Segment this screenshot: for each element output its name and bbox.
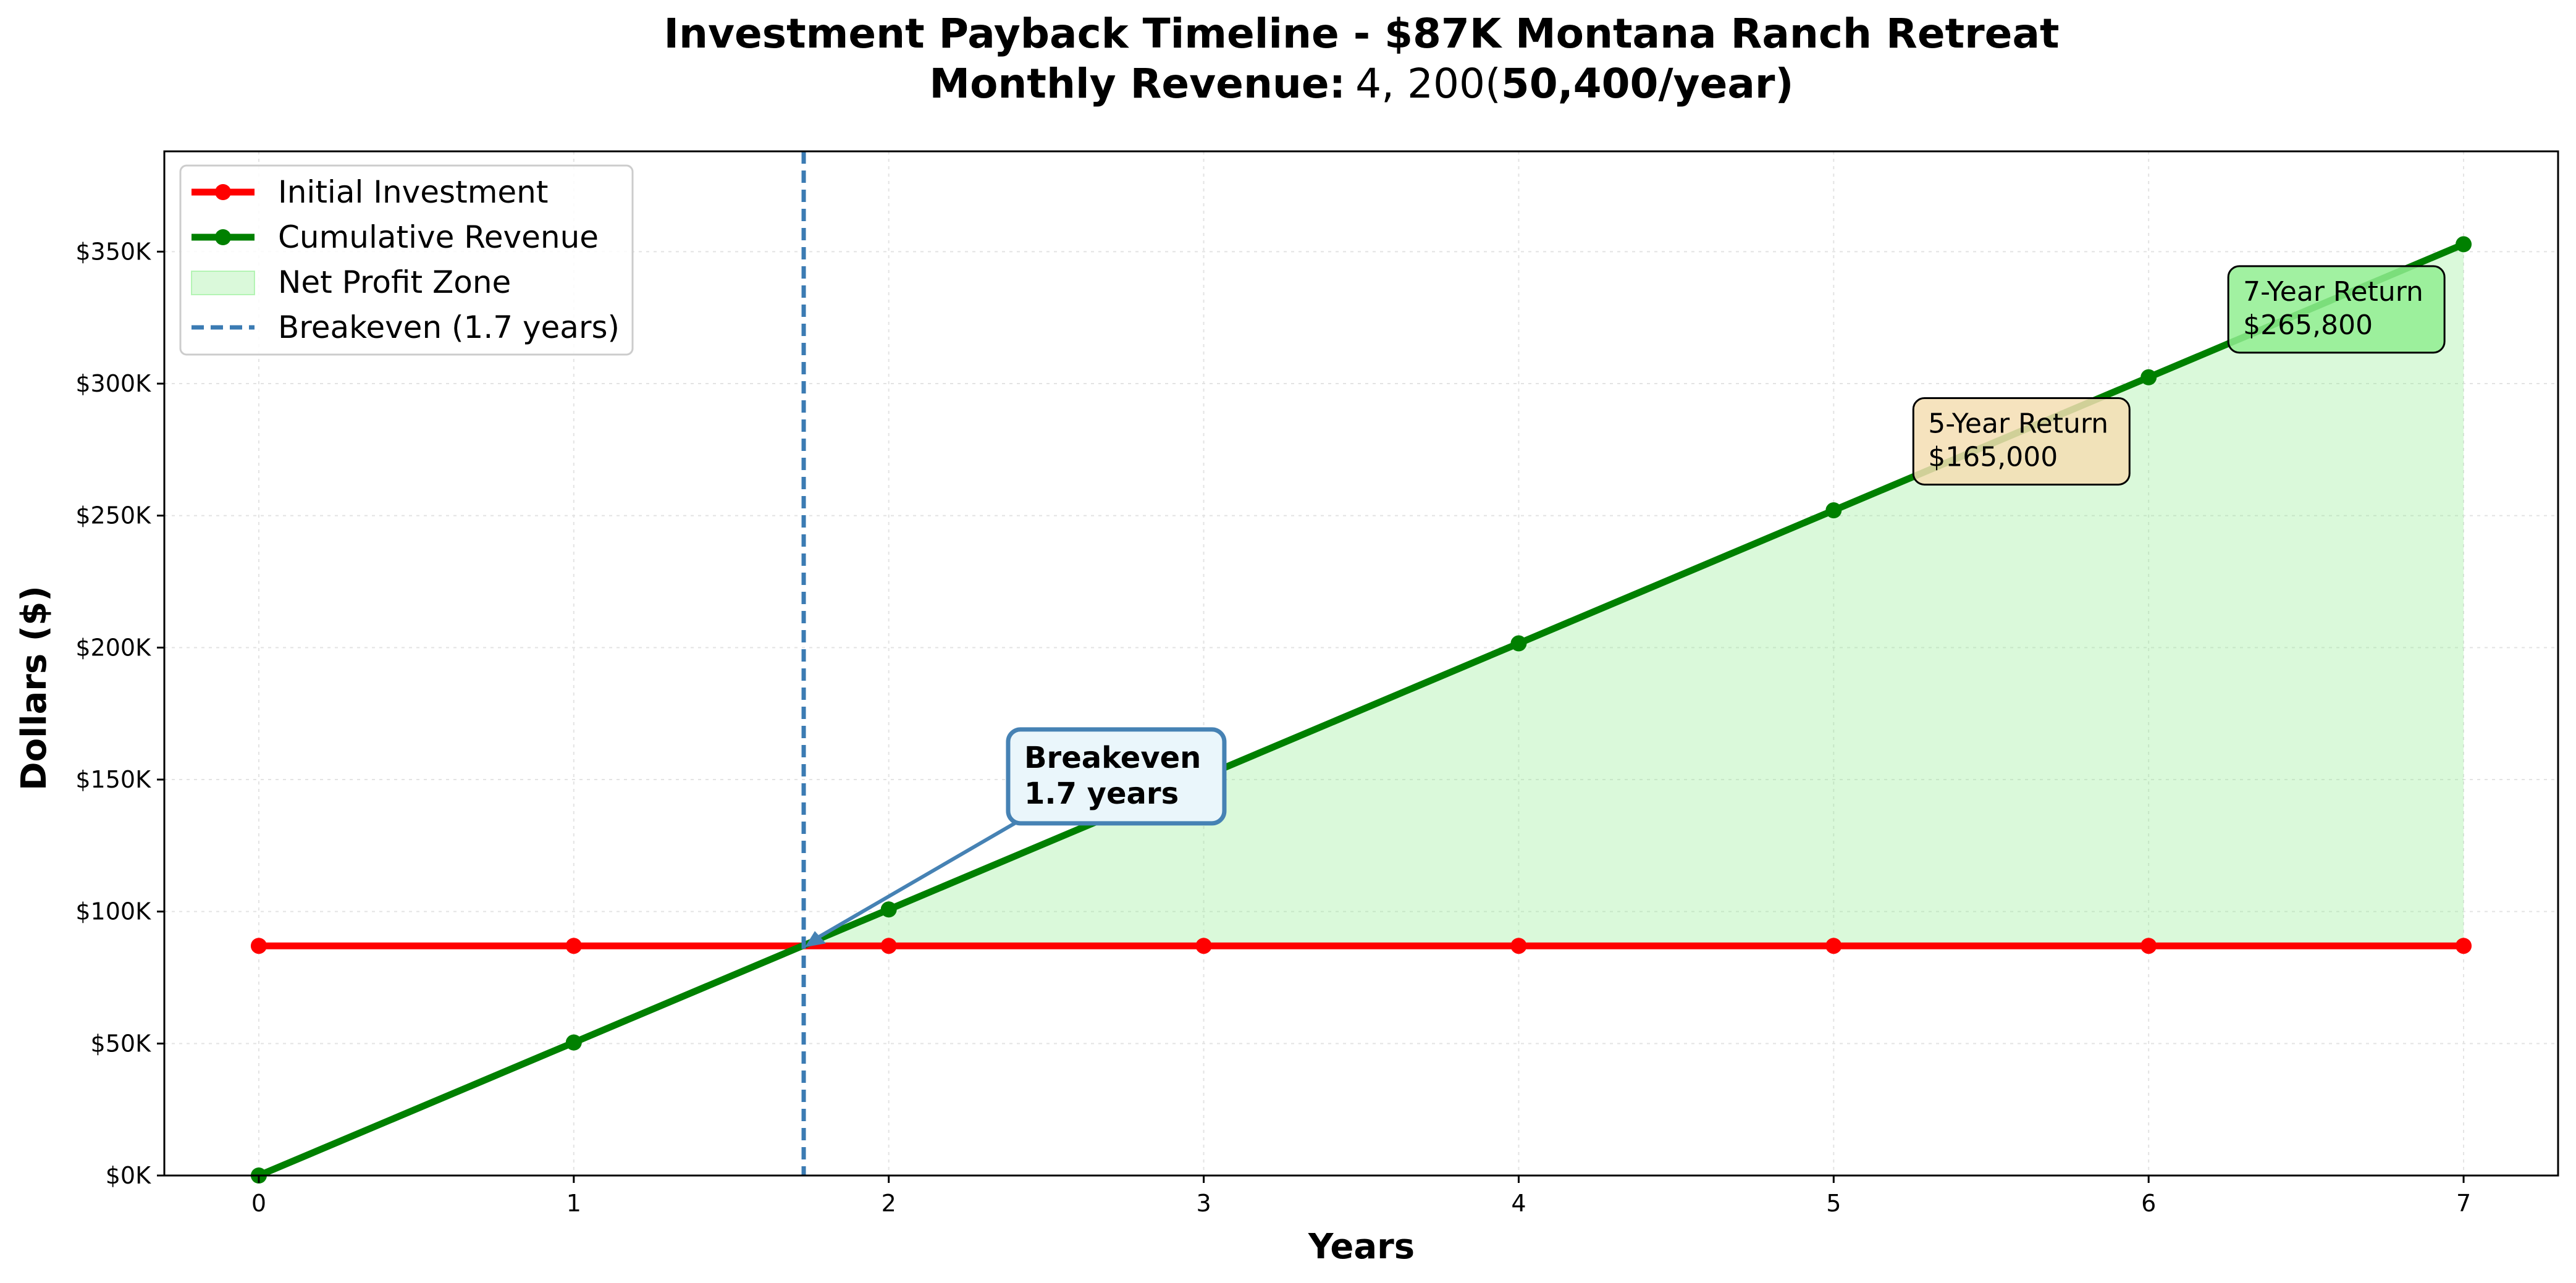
grid <box>164 151 2558 1176</box>
cumulative-revenue-point <box>565 1034 582 1051</box>
x-tick-label: 4 <box>1511 1190 1526 1217</box>
y-tick-label: $50K <box>91 1030 152 1057</box>
initial-investment-point <box>1510 938 1527 954</box>
x-tick-label: 3 <box>1196 1190 1211 1217</box>
cumulative-revenue-point <box>2140 369 2157 385</box>
legend-cumulative-revenue-label: Cumulative Revenue <box>278 219 599 255</box>
initial-investment-point <box>1825 938 1842 954</box>
initial-investment-point <box>565 938 582 954</box>
legend-net-profit-swatch <box>191 271 255 295</box>
chart-title-line-2: Monthly Revenue: 4, 200(50,400/year) <box>929 60 1793 107</box>
breakeven-annotation-title: Breakeven <box>1024 741 1201 775</box>
seven-year-annotation-value: $265,800 <box>2243 309 2373 341</box>
initial-investment-point <box>1195 938 1212 954</box>
x-tick-label: 2 <box>882 1190 896 1217</box>
x-tick-label: 5 <box>1826 1190 1841 1217</box>
five-year-annotation-value: $165,000 <box>1928 442 2058 473</box>
plot-frame <box>163 150 2559 1177</box>
y-tick-label: $250K <box>75 502 151 529</box>
x-tick-label: 1 <box>566 1190 581 1217</box>
seven-year-annotation-box <box>2227 265 2446 354</box>
y-axis-label: Dollars ($) <box>14 586 54 791</box>
x-axis-label: Years <box>1308 1227 1415 1267</box>
x-tick-label: 7 <box>2456 1190 2471 1217</box>
legend-net-profit-label: Net Profit Zone <box>278 264 511 300</box>
x-tick-label: 6 <box>2141 1190 2156 1217</box>
title-monthly-label: Monthly Revenue: <box>929 60 1345 107</box>
five-year-annotation-title: 5-Year Return <box>1928 408 2108 440</box>
legend-initial-investment-marker <box>215 184 231 200</box>
breakeven-arrow-head <box>805 931 827 948</box>
initial-investment-point <box>880 938 897 954</box>
title-monthly-value: 4, 200( <box>1355 60 1501 107</box>
legend-breakeven-label: Breakeven (1.7 years) <box>278 309 620 345</box>
y-tick-label: $150K <box>75 766 151 793</box>
x-tick-label: 0 <box>251 1190 266 1217</box>
cumulative-revenue-point <box>1510 635 1527 652</box>
legend-box <box>179 164 634 356</box>
five-year-annotation-box <box>1912 397 2131 486</box>
seven-year-annotation-title: 7-Year Return <box>2243 276 2423 308</box>
initial-investment-point <box>2456 938 2472 954</box>
initial-investment-point <box>2140 938 2157 954</box>
legend-cumulative-revenue-marker <box>215 229 231 245</box>
y-tick-label: $100K <box>75 898 151 925</box>
breakeven-arrow <box>809 820 1018 944</box>
y-tick-label: $200K <box>75 634 151 661</box>
legend-initial-investment-label: Initial Investment <box>278 174 548 210</box>
initial-investment-point <box>250 938 267 954</box>
chart-title-line-1: Investment Payback Timeline - $87K Monta… <box>663 10 2059 57</box>
title-yearly-value: 50,400/year) <box>1501 60 1794 107</box>
cumulative-revenue-point <box>880 901 897 918</box>
y-tick-label: $0K <box>106 1162 151 1189</box>
breakeven-annotation-value: 1.7 years <box>1024 776 1179 811</box>
breakeven-annotation-box <box>1006 727 1227 826</box>
axes: 0 1 2 3 4 5 6 7 $0K $50K $100K $150K $200K $250K $300K… <box>75 150 2559 1217</box>
y-tick-label: $350K <box>75 238 151 265</box>
cumulative-revenue-point <box>2456 236 2472 253</box>
y-tick-label: $300K <box>75 370 151 397</box>
legend: Initial Investment Cumulative Revenue Net … <box>179 164 634 356</box>
cumulative-revenue-point <box>1825 502 1842 519</box>
